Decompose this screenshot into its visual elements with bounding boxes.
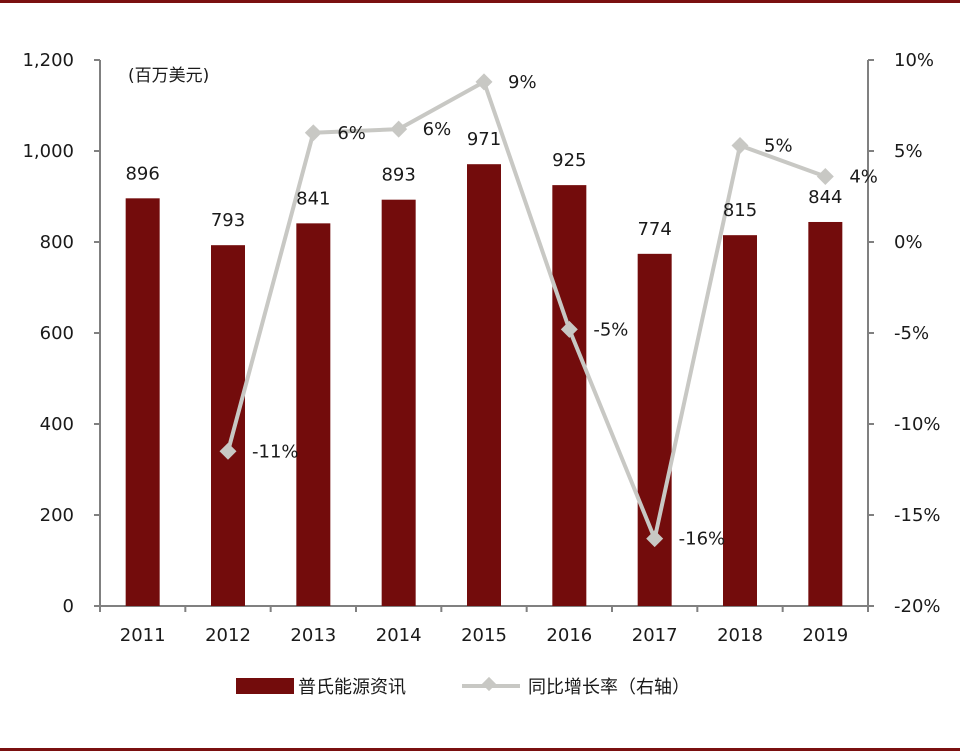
growth-point bbox=[731, 137, 749, 155]
left-tick-label: 1,000 bbox=[22, 141, 74, 162]
bar bbox=[125, 198, 160, 606]
legend-label-bars: 普氏能源资讯 bbox=[298, 677, 406, 698]
x-tick-label: 2018 bbox=[717, 625, 763, 646]
growth-value-label: -5% bbox=[593, 319, 628, 340]
growth-point bbox=[646, 530, 664, 548]
growth-value-label: 5% bbox=[764, 136, 793, 157]
growth-value-label: 6% bbox=[337, 123, 366, 144]
growth-value-label: 6% bbox=[423, 119, 452, 140]
bar-value-label: 971 bbox=[467, 129, 501, 150]
right-tick-label: -20% bbox=[894, 596, 941, 617]
growth-point bbox=[219, 442, 237, 460]
x-tick-label: 2017 bbox=[632, 625, 678, 646]
data-labels: 896 793 841 893 971 925 774 815 844 -11% 6% 6% 9% -5%… bbox=[125, 72, 877, 550]
left-axis-unit-label: (百万美元) bbox=[128, 66, 209, 86]
bar-value-label: 774 bbox=[637, 219, 671, 240]
right-tick-label: -5% bbox=[894, 323, 929, 344]
growth-value-label: 4% bbox=[849, 166, 878, 187]
left-tick-label: 600 bbox=[40, 323, 74, 344]
bar bbox=[808, 221, 843, 607]
right-tick-label: -10% bbox=[894, 414, 941, 435]
left-tick-label: 1,200 bbox=[22, 50, 74, 71]
bar bbox=[552, 185, 587, 606]
right-tick-label: 10% bbox=[894, 50, 934, 71]
top-frame-line bbox=[0, 0, 960, 3]
bar bbox=[637, 253, 672, 606]
growth-point bbox=[560, 320, 578, 338]
right-tick-label: 5% bbox=[894, 141, 923, 162]
x-tick-label: 2016 bbox=[546, 625, 592, 646]
growth-line bbox=[226, 79, 827, 541]
x-tick-label: 2019 bbox=[802, 625, 848, 646]
bar-value-label: 896 bbox=[125, 163, 159, 184]
growth-value-label: -11% bbox=[252, 441, 299, 462]
x-tick-label: 2012 bbox=[205, 625, 251, 646]
bar-value-label: 925 bbox=[552, 150, 586, 171]
x-tick-label: 2015 bbox=[461, 625, 507, 646]
bar bbox=[723, 235, 757, 607]
growth-point bbox=[475, 73, 493, 91]
left-tick-label: 400 bbox=[40, 414, 74, 435]
x-tick-label: 2011 bbox=[120, 625, 166, 646]
left-tick-label: 800 bbox=[40, 232, 74, 253]
growth-point bbox=[390, 120, 408, 138]
x-tick-label: 2014 bbox=[376, 625, 422, 646]
bar-value-label: 893 bbox=[381, 165, 415, 186]
left-tick-label: 200 bbox=[40, 505, 74, 526]
right-tick-label: 0% bbox=[894, 232, 923, 253]
axes: 0 200 400 600 800 1,000 1,200 -20% -15% -10% -5% 0%… bbox=[22, 50, 940, 646]
legend-label-line: 同比增长率（右轴） bbox=[528, 677, 690, 698]
bar-value-label: 793 bbox=[211, 210, 245, 231]
left-tick-label: 0 bbox=[63, 596, 74, 617]
growth-point bbox=[816, 167, 834, 185]
x-tick-label: 2013 bbox=[290, 625, 336, 646]
bar-series bbox=[125, 164, 843, 607]
legend-swatch-bars bbox=[236, 678, 294, 694]
bar bbox=[211, 245, 245, 606]
right-tick-label: -15% bbox=[894, 505, 941, 526]
growth-point bbox=[304, 124, 322, 142]
bar-value-label: 844 bbox=[808, 187, 842, 208]
legend-marker-line bbox=[481, 676, 497, 692]
bar bbox=[296, 223, 331, 606]
bar bbox=[381, 199, 416, 606]
bar-value-label: 815 bbox=[723, 200, 757, 221]
growth-value-label: -16% bbox=[679, 529, 726, 550]
bar-value-label: 841 bbox=[296, 188, 330, 209]
legend: 普氏能源资讯 同比增长率（右轴） bbox=[236, 676, 690, 698]
growth-value-label: 9% bbox=[508, 72, 537, 93]
bar bbox=[467, 164, 501, 606]
bottom-frame-line bbox=[0, 748, 960, 751]
